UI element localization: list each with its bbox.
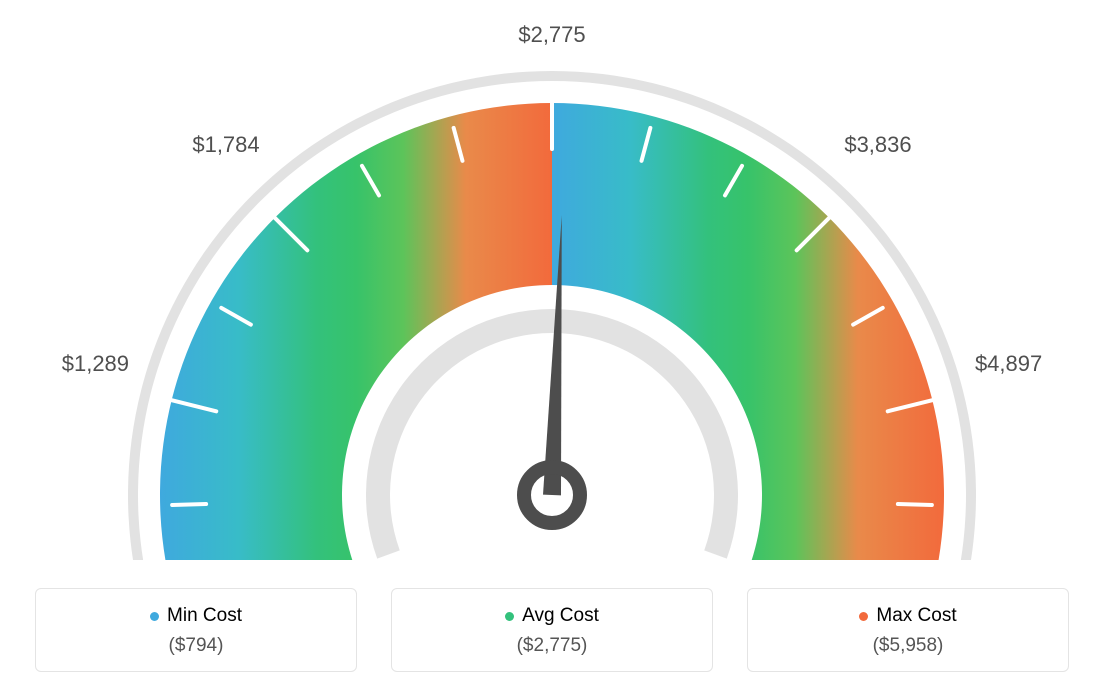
legend-title-max: Max Cost: [859, 605, 956, 627]
gauge-chart: $794$1,289$1,784$2,775$3,836$4,897$5,958: [0, 0, 1104, 560]
legend-value-max: ($5,958): [758, 635, 1058, 657]
legend-dot-min: [150, 612, 159, 621]
legend-card-avg: Avg Cost ($2,775): [391, 588, 713, 672]
legend-title-avg: Avg Cost: [505, 605, 599, 627]
legend-row: Min Cost ($794) Avg Cost ($2,775) Max Co…: [0, 588, 1104, 672]
legend-label-max: Max Cost: [876, 605, 956, 627]
gauge-scale-label: $4,897: [975, 351, 1042, 377]
legend-value-min: ($794): [46, 635, 346, 657]
legend-label-avg: Avg Cost: [522, 605, 599, 627]
legend-title-min: Min Cost: [150, 605, 242, 627]
gauge-svg: [0, 0, 1104, 560]
gauge-scale-label: $2,775: [518, 22, 585, 48]
legend-card-min: Min Cost ($794): [35, 588, 357, 672]
legend-label-min: Min Cost: [167, 605, 242, 627]
gauge-scale-label: $1,289: [62, 351, 129, 377]
legend-card-max: Max Cost ($5,958): [747, 588, 1069, 672]
legend-dot-avg: [505, 612, 514, 621]
legend-value-avg: ($2,775): [402, 635, 702, 657]
gauge-scale-label: $3,836: [844, 132, 911, 158]
gauge-scale-label: $1,784: [192, 132, 259, 158]
legend-dot-max: [859, 612, 868, 621]
